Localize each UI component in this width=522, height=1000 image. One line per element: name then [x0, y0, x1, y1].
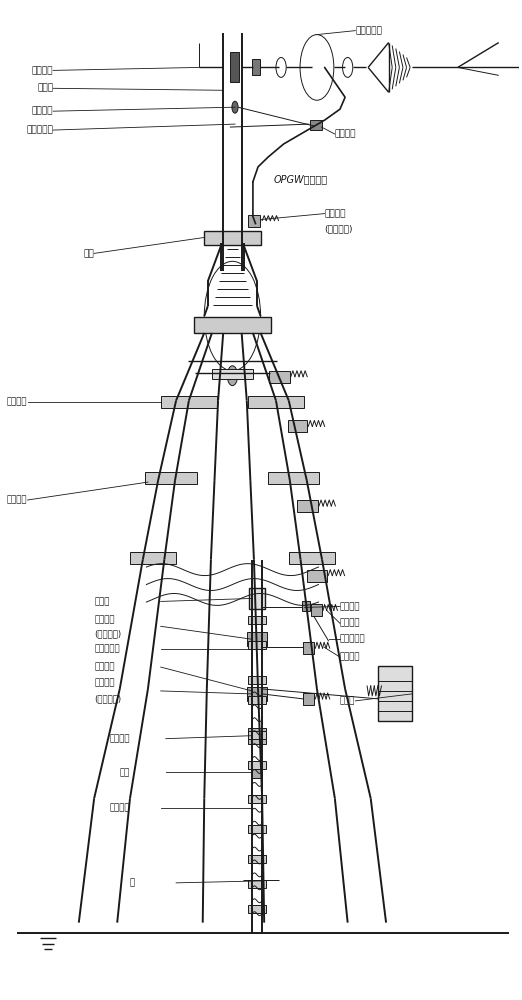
Text: 引下线夹: 引下线夹 [94, 678, 115, 687]
Bar [303, 642, 314, 654]
Bar [248, 616, 266, 624]
Text: 余缆架: 余缆架 [340, 696, 355, 705]
Bar [247, 687, 267, 701]
Bar [194, 317, 271, 333]
Bar [248, 905, 266, 913]
Text: 引下线夹: 引下线夹 [94, 615, 115, 624]
Bar [310, 120, 322, 130]
Text: 并沟线夹: 并沟线夹 [340, 619, 361, 628]
Bar [248, 795, 266, 803]
Bar [298, 500, 318, 512]
Bar [248, 761, 266, 768]
Bar [248, 728, 266, 744]
Bar [248, 825, 266, 833]
Bar [204, 232, 260, 245]
Text: OPGW引下光缆: OPGW引下光缆 [274, 174, 327, 184]
Circle shape [232, 101, 238, 113]
Text: 导引光缆: 导引光缆 [110, 734, 130, 743]
Text: 盖板: 盖板 [84, 249, 94, 258]
Text: 桁架法兰: 桁架法兰 [7, 397, 28, 406]
Bar [302, 601, 310, 611]
Text: 接地端子: 接地端子 [340, 602, 361, 611]
Text: (带地端子): (带地端子) [325, 224, 353, 233]
Bar [252, 767, 262, 778]
Text: 接地端子: 接地端子 [32, 107, 53, 116]
Bar [311, 604, 322, 616]
Bar [145, 472, 197, 484]
Bar [248, 731, 266, 739]
Circle shape [227, 366, 238, 386]
Text: 专用接地线: 专用接地线 [26, 126, 53, 135]
Bar [269, 371, 290, 383]
Bar [230, 52, 239, 82]
Text: 揽头: 揽头 [120, 768, 130, 777]
Bar [247, 632, 267, 646]
Bar [248, 880, 266, 888]
Text: 地线绝缘子: 地线绝缘子 [355, 26, 382, 35]
Bar [289, 552, 335, 564]
Text: (带地端子): (带地端子) [94, 694, 121, 703]
Text: (带地端子): (带地端子) [94, 630, 121, 639]
Bar [248, 676, 266, 684]
Text: 专用接地线: 专用接地线 [340, 635, 365, 644]
Bar [249, 588, 265, 609]
Text: 专用接地线: 专用接地线 [94, 645, 120, 654]
Circle shape [342, 57, 353, 77]
Circle shape [307, 48, 327, 87]
Bar [161, 396, 217, 408]
Bar [212, 369, 253, 379]
Bar [248, 696, 266, 704]
Text: 接头盒: 接头盒 [94, 597, 110, 606]
Text: 面: 面 [130, 878, 135, 887]
Bar [252, 59, 260, 75]
Bar [288, 420, 307, 432]
Bar [248, 855, 266, 863]
Bar [268, 472, 319, 484]
Bar [248, 641, 266, 649]
Text: 并沟线夹: 并沟线夹 [340, 653, 361, 662]
Bar [248, 215, 260, 227]
Bar [378, 666, 412, 721]
Circle shape [300, 35, 334, 100]
Text: 镀锌钢管: 镀锌钢管 [110, 804, 130, 813]
Bar [307, 570, 327, 582]
Text: 引下线夹: 引下线夹 [325, 209, 346, 218]
Text: 地线柱: 地线柱 [37, 84, 53, 93]
Bar [248, 396, 304, 408]
Text: 并沟线夹: 并沟线夹 [335, 130, 357, 139]
Bar [130, 552, 176, 564]
Text: 地线支架: 地线支架 [32, 66, 53, 75]
Circle shape [276, 57, 286, 77]
Text: 桁架法兰: 桁架法兰 [7, 495, 28, 504]
Bar [303, 693, 314, 705]
Text: 接地端子: 接地端子 [94, 663, 115, 672]
